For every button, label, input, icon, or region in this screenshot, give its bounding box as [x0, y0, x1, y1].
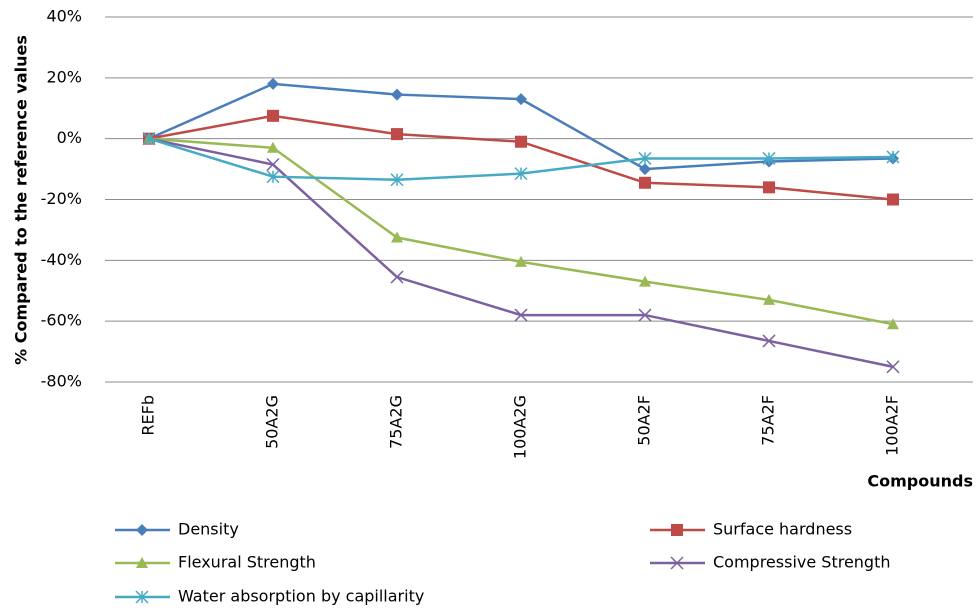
data-point	[514, 167, 528, 181]
data-point	[762, 151, 776, 165]
y-tick-label: -80%	[41, 372, 82, 391]
data-point	[142, 132, 156, 146]
data-point	[886, 150, 900, 164]
data-point	[515, 255, 527, 267]
data-point	[267, 109, 279, 122]
legend-marker	[136, 524, 148, 536]
x-tick-label: 50A2G	[263, 395, 282, 449]
legend-label: Flexural Strength	[178, 553, 316, 572]
y-tick-label: -40%	[41, 250, 82, 269]
data-point	[267, 141, 279, 153]
x-tick-label: 100A2F	[883, 395, 902, 456]
y-axis-title: % Compared to the reference values	[12, 35, 31, 365]
series-line	[148, 137, 894, 326]
data-point	[514, 308, 528, 322]
y-tick-label: 20%	[46, 67, 82, 86]
legend-marker	[671, 524, 683, 536]
data-point	[763, 293, 775, 305]
legend-label: Compressive Strength	[713, 553, 891, 572]
legend-marker	[670, 556, 684, 570]
x-tick-label: 50A2F	[635, 395, 654, 446]
data-point	[266, 170, 280, 184]
data-point	[763, 181, 775, 194]
data-point	[886, 360, 900, 374]
data-point	[887, 318, 899, 330]
y-tick-label: -20%	[41, 189, 82, 208]
x-tick-label: 75A2F	[759, 395, 778, 446]
legend-marker	[135, 590, 149, 604]
data-point	[638, 308, 652, 322]
data-point	[515, 135, 527, 148]
data-point	[390, 173, 404, 187]
y-tick-label: 40%	[46, 7, 82, 26]
data-point	[391, 88, 403, 101]
data-point	[887, 193, 899, 206]
legend-label: Water absorption by capillarity	[178, 587, 424, 606]
data-point	[638, 151, 652, 165]
data-point	[267, 77, 279, 90]
data-point	[391, 128, 403, 141]
x-tick-label: REFb	[139, 395, 158, 436]
legend-label: Density	[178, 520, 239, 539]
data-point	[390, 270, 404, 284]
data-point	[266, 157, 280, 172]
x-tick-label: 75A2G	[387, 395, 406, 449]
y-tick-label: -60%	[41, 311, 82, 330]
legend-marker	[136, 557, 148, 568]
data-point	[515, 93, 527, 106]
data-point	[391, 231, 403, 243]
data-point	[639, 176, 651, 189]
y-tick-label: 0%	[57, 128, 82, 147]
data-point	[762, 334, 776, 348]
data-point	[639, 275, 651, 287]
legend-label: Surface hardness	[713, 520, 852, 539]
x-tick-label: 100A2G	[511, 395, 530, 459]
data-point	[639, 163, 651, 176]
x-axis-title: Compounds	[867, 472, 973, 491]
